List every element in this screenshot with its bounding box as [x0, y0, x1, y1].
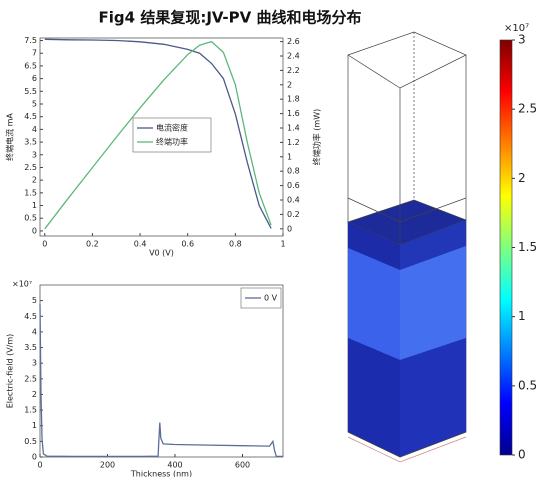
y-axis-label: Electric-field (V/m) [6, 334, 15, 409]
plot-frame [39, 284, 284, 458]
y-tick-label: 2 [32, 390, 37, 399]
y2-tick-label: 2 [287, 80, 292, 89]
colorbar-tick-label: 0 [518, 448, 526, 462]
y-tick-label: 0.5 [24, 214, 37, 223]
x-tick-label: 0.6 [181, 240, 194, 249]
colorbar-tick-label: 0.5 [518, 378, 537, 392]
y-tick-label: 1 [32, 201, 37, 210]
y-axis-label: 终端电流 mA [5, 113, 15, 161]
x-tick-label: 0 [37, 461, 42, 470]
y-tick-label: 1.5 [24, 406, 37, 415]
colorbar [499, 39, 513, 456]
x-axis-label: Thickness (nm) [130, 470, 192, 477]
y-tick-label: 4.5 [24, 112, 37, 121]
y-tick-label: 0.5 [24, 437, 37, 446]
y2-tick-label: 0.6 [287, 181, 300, 190]
colorbar-tick-label: 2.5 [518, 102, 537, 116]
series-line [44, 38, 272, 229]
y-tick-label: 3.5 [24, 343, 37, 352]
y-tick-label: 0 [32, 226, 37, 235]
x-tick-label: 200 [100, 461, 115, 470]
legend-box [132, 117, 212, 153]
y-tick-label: 5 [32, 296, 37, 305]
y-tick-label: 4 [32, 327, 37, 336]
y-multiplier: ×10⁷ [12, 280, 32, 289]
legend-label: 电流密度 [156, 123, 188, 133]
y2-tick-label: 0 [287, 224, 292, 233]
y2-tick-label: 1.8 [287, 95, 300, 104]
x-tick-label: 0.2 [86, 240, 99, 249]
x-tick-label: 1 [280, 240, 285, 249]
y2-tick-label: 2.2 [287, 66, 300, 75]
plot-frame [39, 37, 284, 237]
x-tick-label: 0.4 [134, 240, 147, 249]
y-tick-label: 0 [32, 453, 37, 462]
y-tick-label: 3.5 [24, 138, 37, 147]
y-tick-label: 1 [32, 421, 37, 430]
x-axis-label: V0 (V) [149, 249, 174, 258]
y2-tick-label: 1.6 [287, 109, 300, 118]
x-tick-label: 600 [235, 461, 250, 470]
y2-tick-label: 1.4 [287, 124, 300, 133]
y-tick-label: 4.5 [24, 312, 37, 321]
y-tick-label: 2.5 [24, 374, 37, 383]
legend-label: 0 V [264, 294, 278, 303]
y-tick-label: 3 [32, 359, 37, 368]
y2-tick-label: 1.2 [287, 138, 300, 147]
y-tick-label: 5.5 [24, 87, 37, 96]
colorbar-multiplier: ×10⁷ [504, 23, 529, 34]
y-tick-label: 5 [32, 100, 37, 109]
x-tick-label: 400 [167, 461, 182, 470]
colorbar-tick-label: 3 [518, 33, 526, 47]
y-tick-label: 3 [32, 150, 37, 159]
y2-tick-label: 2.6 [287, 37, 300, 46]
legend-label: 终端功率 [156, 137, 188, 147]
colorbar-tick-label: 2 [518, 171, 526, 185]
device-3d [347, 31, 467, 463]
y2-axis-label: 终端功率 (mW) [312, 109, 322, 166]
y-tick-label: 4 [32, 125, 37, 134]
y-tick-label: 1.5 [24, 188, 37, 197]
colorbar-tick-label: 1.5 [518, 240, 537, 254]
y2-tick-label: 0.4 [287, 196, 300, 205]
y-tick-label: 2 [32, 176, 37, 185]
y-tick-label: 7.5 [24, 36, 37, 45]
colorbar-tick-label: 1 [518, 309, 526, 323]
series-line [44, 40, 272, 230]
x-tick-label: 0.8 [229, 240, 242, 249]
y2-tick-label: 0.2 [287, 210, 300, 219]
y2-tick-label: 2.4 [287, 52, 300, 61]
y2-tick-label: 0.8 [287, 167, 300, 176]
y-tick-label: 6 [32, 74, 37, 83]
y-tick-label: 2.5 [24, 163, 37, 172]
y2-tick-label: 1 [287, 152, 292, 161]
slide-title: Fig4 结果复现:JV-PV 曲线和电场分布 [99, 9, 362, 27]
x-tick-label: 0 [42, 240, 47, 249]
y-tick-label: 6.5 [24, 61, 37, 70]
y-tick-label: 7 [32, 49, 37, 58]
series-line [39, 303, 283, 458]
